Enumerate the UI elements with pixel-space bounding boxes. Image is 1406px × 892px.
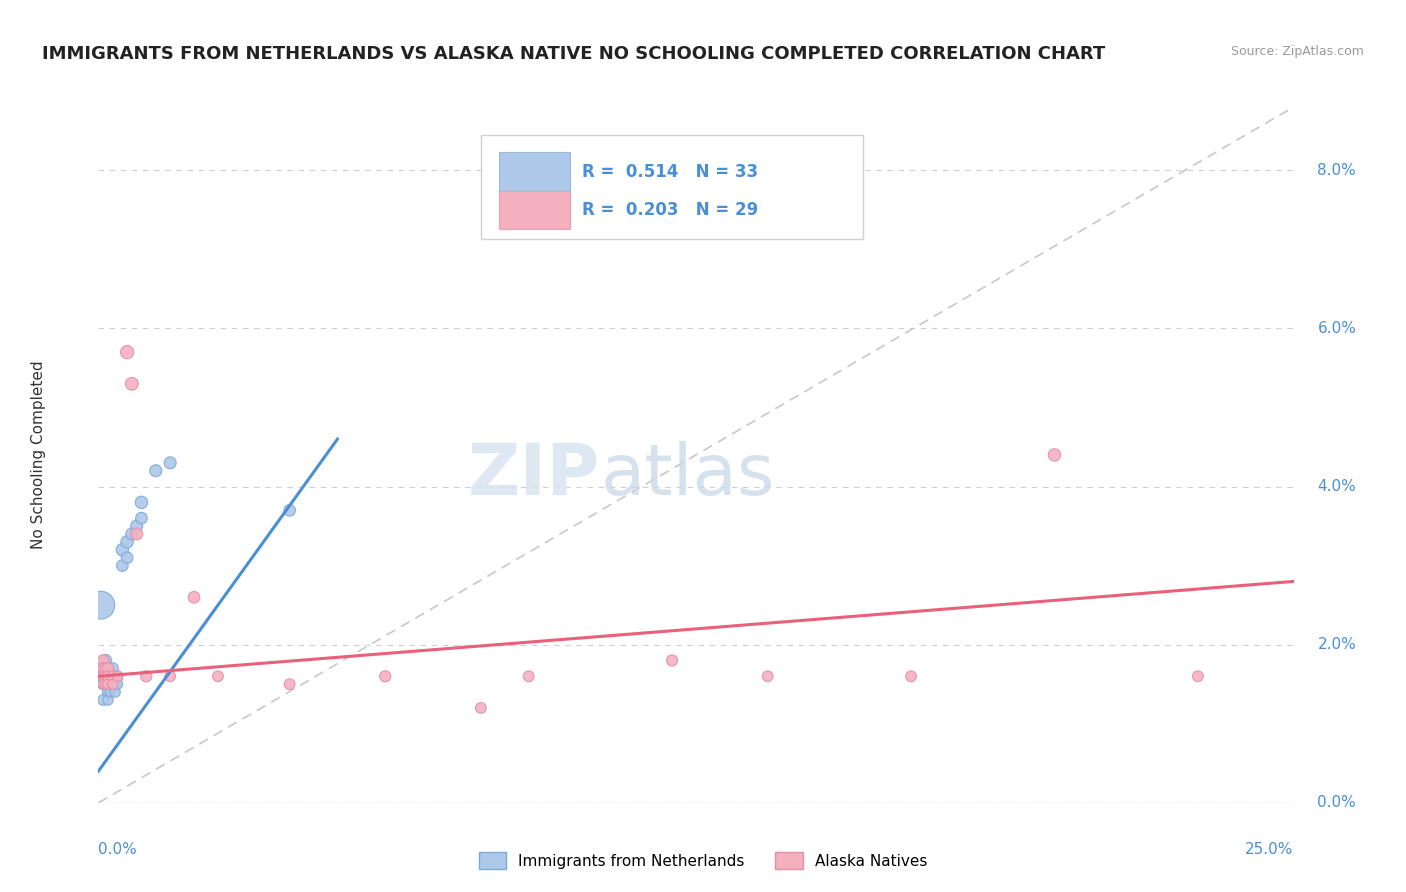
Point [97,669,120,683]
Text: 6.0%: 6.0% [1317,321,1357,336]
Point [756,669,779,683]
Point [94,653,117,667]
Text: ZIP: ZIP [468,442,600,510]
Point [115,534,138,549]
Point [94,661,117,675]
Point [111,558,134,573]
Point [183,591,205,605]
Text: 2.0%: 2.0% [1317,637,1357,652]
Text: atlas: atlas [600,442,775,510]
Point [91,693,114,707]
Point [97,669,120,683]
Point [121,527,143,541]
Point [101,669,124,683]
Point [97,693,120,707]
FancyBboxPatch shape [481,135,863,239]
Point [97,661,120,675]
Point [125,519,148,533]
Text: 25.0%: 25.0% [1246,842,1294,857]
Point [94,669,117,683]
Text: IMMIGRANTS FROM NETHERLANDS VS ALASKA NATIVE NO SCHOOLING COMPLETED CORRELATION : IMMIGRANTS FROM NETHERLANDS VS ALASKA NA… [42,45,1105,62]
Legend: Immigrants from Netherlands, Alaska Natives: Immigrants from Netherlands, Alaska Nati… [472,846,934,875]
Point [900,669,922,683]
Point [91,661,114,675]
Point [94,669,117,683]
Point [101,661,124,675]
Point [278,677,301,691]
Point [1043,448,1066,462]
Point [207,669,229,683]
Text: R =  0.203   N = 29: R = 0.203 N = 29 [582,201,759,219]
Point [94,677,117,691]
Point [91,653,114,667]
Point [131,495,153,509]
Point [98,669,122,683]
Point [159,669,181,683]
Text: 4.0%: 4.0% [1317,479,1357,494]
Point [159,456,181,470]
Point [470,701,492,715]
Point [91,669,114,683]
Point [107,669,129,683]
Point [104,677,127,691]
Text: R =  0.514   N = 33: R = 0.514 N = 33 [582,162,759,181]
Point [91,661,114,675]
Point [97,685,120,699]
Point [121,376,143,391]
Point [1187,669,1209,683]
Point [115,550,138,565]
Point [131,511,153,525]
Point [107,669,129,683]
Point [97,677,120,691]
Point [91,669,114,683]
Text: Source: ZipAtlas.com: Source: ZipAtlas.com [1230,45,1364,58]
Point [101,677,124,691]
Point [98,677,122,691]
Point [90,598,112,612]
Point [104,685,127,699]
Point [107,677,129,691]
Point [91,677,114,691]
Point [101,669,124,683]
Text: 0.0%: 0.0% [98,842,138,857]
Point [374,669,396,683]
Point [135,669,157,683]
Point [125,527,148,541]
Text: 8.0%: 8.0% [1317,163,1357,178]
Point [98,685,122,699]
Point [111,542,134,557]
Point [101,677,124,691]
Point [661,653,683,667]
Point [145,464,167,478]
Point [91,677,114,691]
FancyBboxPatch shape [499,153,571,191]
Point [94,677,117,691]
Point [115,345,138,359]
Point [278,503,301,517]
Text: 0.0%: 0.0% [1317,796,1357,810]
Point [97,661,120,675]
Point [517,669,540,683]
FancyBboxPatch shape [499,191,571,229]
Text: No Schooling Completed: No Schooling Completed [31,360,46,549]
